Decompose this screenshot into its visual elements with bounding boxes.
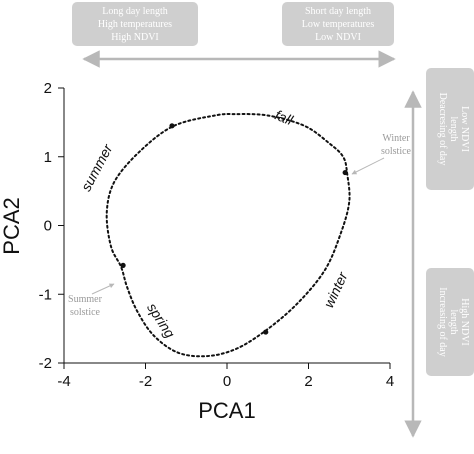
summer-solstice-pointer <box>91 283 115 295</box>
side-upper-line-3: Low NDVI <box>459 106 470 152</box>
y-tick-label: 2 <box>44 80 52 97</box>
solstice-equinox-points <box>120 123 348 335</box>
side-lower-box-bg <box>426 268 474 376</box>
curve-point <box>169 123 175 129</box>
seasonal-cycle-curve <box>105 113 351 358</box>
top-left-box: Long day length High temperatures High N… <box>72 2 198 46</box>
top-right-line-3: Low NDVI <box>315 32 361 43</box>
side-lower-box: Increasing of day length High NDVI <box>426 268 474 376</box>
x-tick-label: 2 <box>304 373 312 390</box>
curve-point <box>263 329 269 335</box>
x-axis-title: PCA1 <box>198 398 255 423</box>
side-upper-line-1: Deacresing of day <box>437 93 448 166</box>
top-left-box-bg <box>72 2 198 46</box>
curve-point <box>120 262 126 268</box>
season-label-summer: summer <box>78 140 116 193</box>
x-tick-label: -4 <box>57 373 70 390</box>
y-tick-label: 0 <box>44 218 52 235</box>
top-left-line-3: High NDVI <box>111 32 159 43</box>
side-lower-line-3: High NDVI <box>459 298 470 346</box>
season-label-spring: spring <box>144 300 178 341</box>
season-label-fall: fall <box>273 107 296 129</box>
side-upper-box: Deacresing of day length Low NDVI <box>426 68 474 190</box>
side-lower-line-2: length <box>448 310 459 335</box>
top-left-line-2: High temperatures <box>98 19 172 30</box>
y-tick-label: -1 <box>39 286 52 303</box>
winter-solstice-label-2: solstice <box>381 146 412 157</box>
winter-solstice-label-1: Winter <box>382 133 410 144</box>
side-lower-line-1: Increasing of day <box>437 287 448 356</box>
top-right-box-bg <box>282 2 394 46</box>
curve-point <box>342 169 348 176</box>
summer-solstice-label-1: Summer <box>68 294 103 305</box>
season-label-winter: winter <box>320 268 351 310</box>
top-right-line-1: Short day length <box>305 6 371 17</box>
top-left-line-1: Long day length <box>102 6 168 17</box>
x-tick-label: 4 <box>386 373 394 390</box>
side-upper-line-2: length <box>448 117 459 142</box>
y-tick-label: 1 <box>44 149 52 166</box>
top-right-line-2: Low temperatures <box>302 19 375 30</box>
summer-solstice-label-2: solstice <box>70 307 101 318</box>
winter-solstice-pointer <box>351 157 385 175</box>
x-tick-label: -2 <box>139 373 152 390</box>
x-tick-label: 0 <box>223 373 231 390</box>
axis-ticks: -4 -2 0 2 4 -2 -1 0 1 2 <box>39 80 395 390</box>
y-tick-label: -2 <box>39 355 52 372</box>
y-axis-title: PCA2 <box>0 197 24 254</box>
side-upper-box-bg <box>426 68 474 190</box>
top-right-box: Short day length Low temperatures Low ND… <box>282 2 394 46</box>
